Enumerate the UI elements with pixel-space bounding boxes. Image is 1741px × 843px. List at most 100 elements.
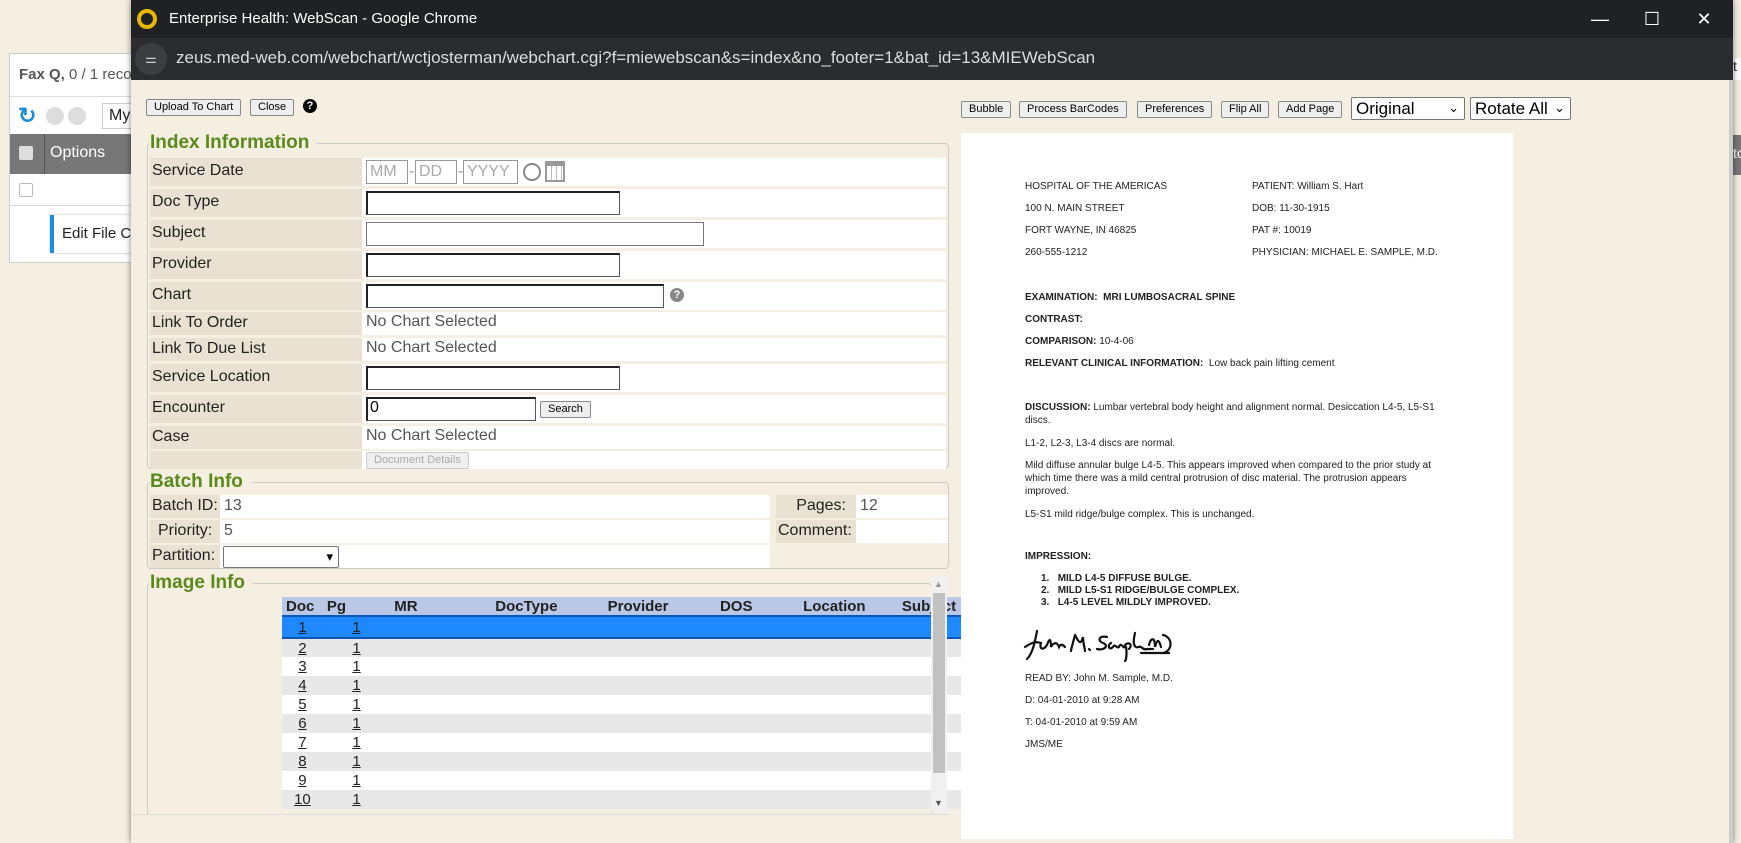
service-date-day[interactable]: DD: [415, 160, 457, 184]
service-date-year[interactable]: YYYY: [463, 160, 518, 184]
chevron-down-icon: ⌄: [1554, 100, 1565, 115]
column-header-pg[interactable]: Pg: [322, 597, 391, 616]
page-link[interactable]: 1: [352, 696, 361, 713]
encounter-search-button[interactable]: Search: [540, 401, 591, 418]
panel-count: 0 / 1 reco: [69, 66, 132, 83]
chart-input[interactable]: [366, 284, 664, 308]
background-right-fragment: t: [1733, 58, 1741, 80]
service-location-input[interactable]: [366, 366, 620, 390]
background-row: [10, 174, 140, 206]
refresh-icon[interactable]: ↻: [18, 103, 37, 128]
page-link[interactable]: 1: [352, 677, 361, 694]
column-header-mr[interactable]: MR: [390, 597, 492, 616]
flip-all-button[interactable]: Flip All: [1221, 101, 1270, 118]
chart-label: Chart: [150, 282, 362, 310]
process-barcodes-button[interactable]: Process BarCodes: [1019, 101, 1127, 118]
chevron-down-icon: ⌄: [1448, 100, 1459, 115]
add-page-button[interactable]: Add Page: [1278, 101, 1343, 118]
window-right-border: [1729, 80, 1733, 843]
minimize-button[interactable]: —: [1591, 9, 1609, 29]
subject-input[interactable]: [366, 222, 704, 246]
doc-para2: L1-2, L2-3, L3-4 discs are normal.: [1025, 438, 1176, 449]
page-link[interactable]: 1: [352, 753, 361, 770]
comment-label: Comment:: [776, 520, 856, 543]
priority-value: 5: [224, 522, 233, 539]
preferences-button[interactable]: Preferences: [1137, 101, 1213, 118]
select-all-checkbox[interactable]: [19, 146, 33, 160]
chart-help-icon[interactable]: ?: [670, 288, 684, 302]
page-link[interactable]: 1: [352, 734, 361, 751]
doc-address2: FORT WAYNE, IN 46825: [1025, 225, 1137, 236]
service-date-row: Service Date MM - DD - YYYY: [150, 158, 946, 186]
link-to-due-list-label: Link To Due List: [150, 338, 362, 361]
background-toolbar: ↻ My: [10, 96, 142, 136]
doc-link[interactable]: 10: [294, 791, 311, 808]
clock-icon[interactable]: [523, 163, 541, 181]
bubble-button[interactable]: Bubble: [961, 101, 1012, 118]
column-header-doc[interactable]: Doc: [282, 597, 323, 616]
row-checkbox[interactable]: [19, 183, 33, 197]
provider-input[interactable]: [366, 253, 620, 277]
partition-select[interactable]: ▾: [223, 546, 339, 568]
document-details-button[interactable]: Document Details: [366, 452, 469, 469]
page-link[interactable]: 1: [352, 618, 361, 636]
window-title: Enterprise Health: WebScan - Google Chro…: [169, 10, 478, 27]
scanned-document-page: HOSPITAL OF THE AMERICAS 100 N. MAIN STR…: [961, 133, 1513, 839]
page-link[interactable]: 1: [352, 658, 361, 675]
doc-link[interactable]: 5: [298, 696, 307, 713]
image-info-scrollbar[interactable]: ▲ ▼: [931, 577, 947, 812]
doc-link[interactable]: 6: [298, 715, 307, 732]
calendar-icon[interactable]: [545, 161, 565, 182]
site-info-icon[interactable]: ⚌: [135, 43, 167, 75]
scroll-down-icon[interactable]: ▼: [934, 798, 943, 808]
scroll-thumb[interactable]: [933, 593, 945, 773]
page-link[interactable]: 1: [352, 715, 361, 732]
subject-label: Subject: [150, 220, 362, 248]
close-button[interactable]: Close: [250, 99, 295, 116]
upload-to-chart-button[interactable]: Upload To Chart: [146, 99, 242, 116]
encounter-input[interactable]: 0: [366, 397, 536, 421]
help-icon[interactable]: ?: [303, 99, 317, 113]
doc-link[interactable]: 3: [298, 658, 307, 675]
page-link[interactable]: 1: [352, 772, 361, 789]
provider-label: Provider: [150, 251, 362, 279]
batch-info-fieldset: Batch Info Batch ID: 13 Priority: 5 Part…: [147, 471, 949, 569]
doc-exam-label: EXAMINATION:: [1025, 292, 1098, 303]
subject-row: Subject: [150, 220, 946, 248]
address-bar: ⚌ zeus.med-web.com/webchart/wctjosterman…: [131, 38, 1733, 80]
url-text[interactable]: zeus.med-web.com/webchart/wctjosterman/w…: [176, 48, 1096, 67]
rotate-select[interactable]: Rotate All ⌄: [1470, 97, 1571, 120]
doc-link[interactable]: 9: [298, 772, 307, 789]
doc-exam: MRI LUMBOSACRAL SPINE: [1103, 292, 1236, 303]
column-header-doctype[interactable]: DocType: [491, 597, 604, 616]
close-window-button[interactable]: ✕: [1696, 9, 1712, 29]
doc-hospital: HOSPITAL OF THE AMERICAS: [1025, 181, 1168, 192]
doc-type-input[interactable]: [366, 191, 620, 215]
image-info-legend: Image Info: [150, 572, 254, 594]
doc-link[interactable]: 7: [298, 734, 307, 751]
page-link[interactable]: 1: [352, 639, 361, 657]
maximize-button[interactable]: ☐: [1643, 9, 1661, 29]
view-mode-select[interactable]: Original ⌄: [1351, 97, 1465, 120]
scroll-up-icon[interactable]: ▲: [934, 579, 943, 589]
doc-link[interactable]: 1: [298, 618, 307, 636]
doc-link[interactable]: 4: [298, 677, 307, 694]
doc-read-by: READ BY: John M. Sample, M.D.: [1025, 673, 1173, 684]
service-date-month[interactable]: MM: [366, 160, 408, 184]
doc-dictated: D: 04-01-2010 at 9:28 AM: [1025, 695, 1140, 706]
page-link[interactable]: 1: [352, 791, 361, 808]
back-icon[interactable]: [46, 107, 64, 125]
link-to-order-label: Link To Order: [150, 312, 362, 335]
column-header-provider[interactable]: Provider: [603, 597, 716, 616]
column-header-dos[interactable]: DOS: [715, 597, 800, 616]
doc-link[interactable]: 8: [298, 753, 307, 770]
doc-link[interactable]: 2: [298, 639, 307, 657]
doc-pat-no: PAT #: 10019: [1252, 225, 1312, 236]
forward-icon[interactable]: [68, 107, 86, 125]
doc-physician: PHYSICIAN: MICHAEL E. SAMPLE, M.D.: [1252, 247, 1438, 258]
doc-address1: 100 N. MAIN STREET: [1025, 203, 1125, 214]
app-logo-icon: [137, 9, 157, 29]
column-header-location[interactable]: Location: [799, 597, 898, 616]
